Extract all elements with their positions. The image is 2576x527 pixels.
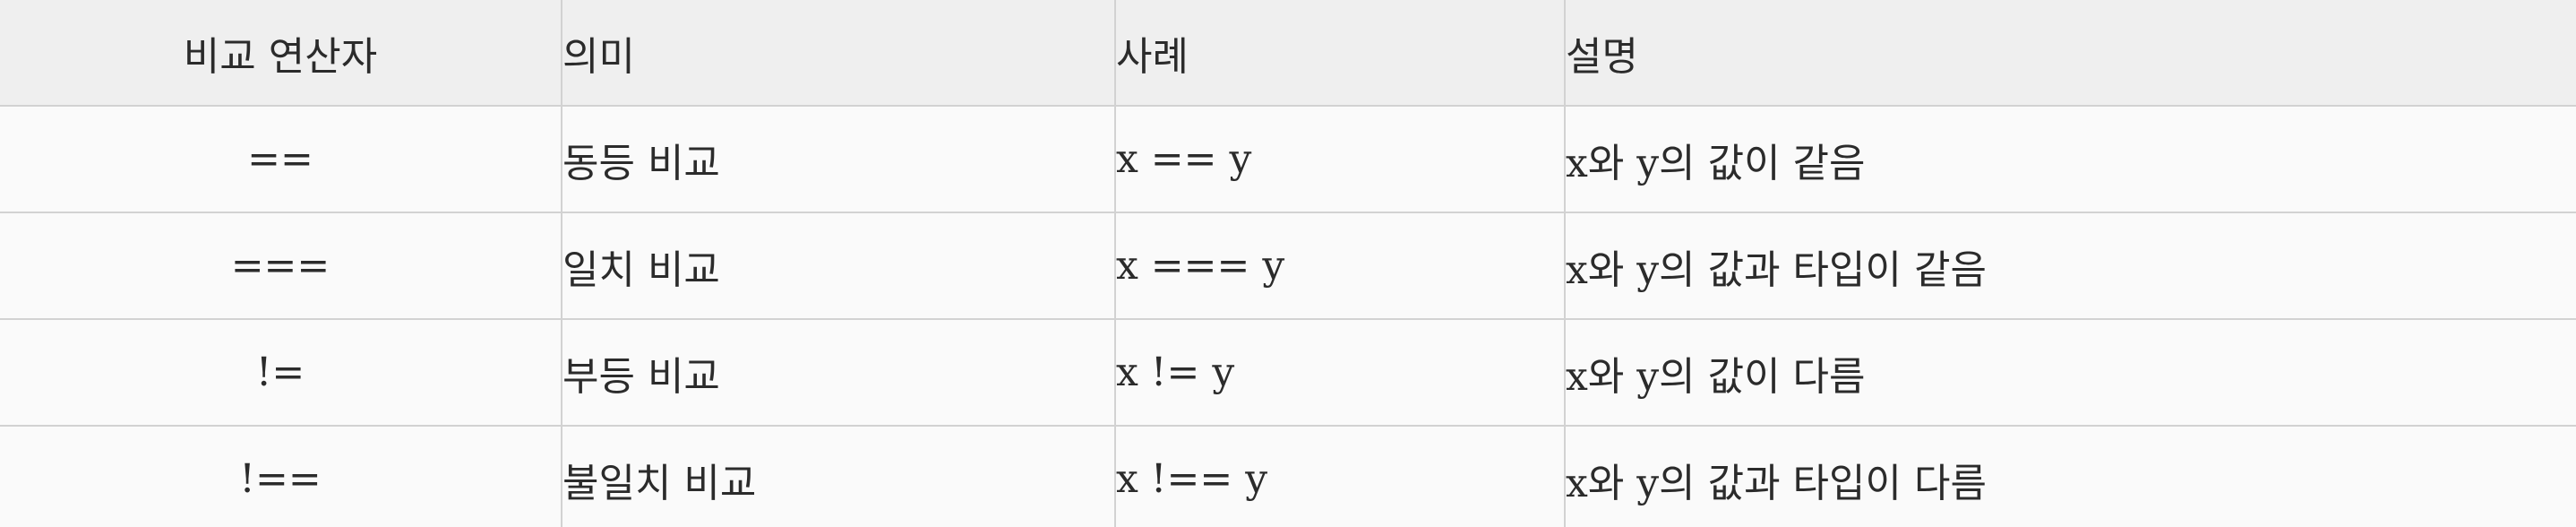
cell-example: x !== y <box>1114 425 1566 527</box>
cell-operator: != <box>0 318 562 427</box>
table-body: == 동등 비교 x == y x와 y의 값이 같음 === 일치 비교 x … <box>0 105 2576 527</box>
table-header: 비교 연산자 의미 사례 설명 <box>0 0 2576 107</box>
header-description: 설명 <box>1564 0 2576 107</box>
header-row: 비교 연산자 의미 사례 설명 <box>0 0 2576 107</box>
header-operator: 비교 연산자 <box>0 0 562 107</box>
cell-meaning: 일치 비교 <box>561 212 1116 320</box>
cell-example: x != y <box>1114 318 1566 427</box>
cell-meaning: 부등 비교 <box>561 318 1116 427</box>
table-row: != 부등 비교 x != y x와 y의 값이 다름 <box>0 318 2576 427</box>
cell-operator: !== <box>0 425 562 527</box>
cell-operator: === <box>0 212 562 320</box>
header-meaning: 의미 <box>561 0 1116 107</box>
table-row: == 동등 비교 x == y x와 y의 값이 같음 <box>0 105 2576 213</box>
cell-operator: == <box>0 105 562 213</box>
cell-description: x와 y의 값과 타입이 다름 <box>1564 425 2576 527</box>
table-row: === 일치 비교 x === y x와 y의 값과 타입이 같음 <box>0 212 2576 320</box>
cell-example: x === y <box>1114 212 1566 320</box>
cell-meaning: 불일치 비교 <box>561 425 1116 527</box>
cell-meaning: 동등 비교 <box>561 105 1116 213</box>
cell-description: x와 y의 값과 타입이 같음 <box>1564 212 2576 320</box>
cell-description: x와 y의 값이 같음 <box>1564 105 2576 213</box>
cell-example: x == y <box>1114 105 1566 213</box>
cell-description: x와 y의 값이 다름 <box>1564 318 2576 427</box>
header-example: 사례 <box>1114 0 1566 107</box>
table-row: !== 불일치 비교 x !== y x와 y의 값과 타입이 다름 <box>0 425 2576 527</box>
